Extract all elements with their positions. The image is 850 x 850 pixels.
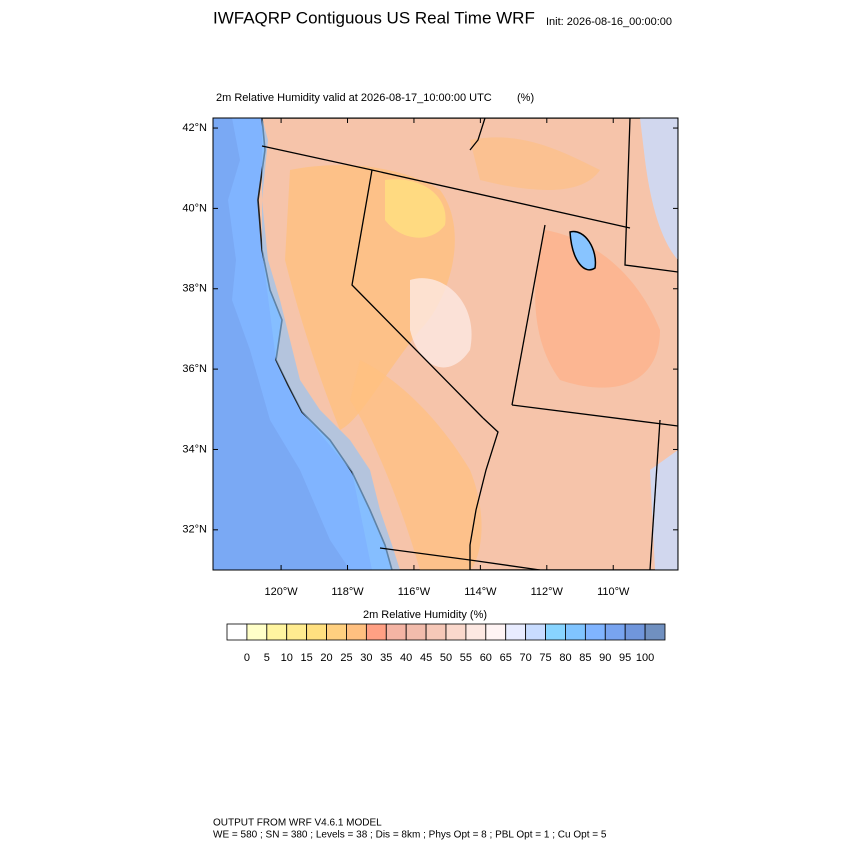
state-border — [351, 169, 484, 419]
colorbar-label: 80 — [559, 652, 571, 664]
lat-label: 32°N — [182, 524, 207, 536]
map-frame — [212, 117, 679, 571]
colorbar-label: 50 — [440, 652, 452, 664]
colorbar-label: 85 — [579, 652, 591, 664]
title: IWFAQRP Contiguous US Real Time WRF — [213, 8, 535, 27]
colorbar-label: 55 — [460, 652, 472, 664]
lon-label: 110°W — [597, 586, 630, 598]
lon-label: 114°W — [464, 586, 497, 598]
colorbar-box — [445, 623, 467, 641]
lat-label: 42°N — [182, 122, 207, 134]
colorbar-label: 30 — [360, 652, 372, 664]
colorbar-box — [365, 623, 387, 641]
colorbar-box — [266, 623, 288, 641]
colorbar-label: 45 — [420, 652, 432, 664]
lon-label: 118°W — [331, 586, 364, 598]
colorbar-box — [465, 623, 487, 641]
colorbar-label: 75 — [539, 652, 551, 664]
colorbar-label: 25 — [340, 652, 352, 664]
colorbar-box — [425, 623, 447, 641]
colorbar-box — [326, 623, 347, 641]
state-border — [649, 419, 661, 570]
colorbar-box — [306, 623, 327, 641]
dry-zone — [535, 230, 660, 388]
colorbar-box — [644, 623, 666, 641]
colorbar-label: 35 — [380, 652, 392, 664]
lat-label: 36°N — [182, 363, 207, 375]
colorbar-label: 90 — [599, 652, 611, 664]
state-border — [511, 404, 678, 427]
state-border — [511, 224, 546, 406]
colorbar-box — [405, 623, 427, 641]
colorbar-box — [385, 623, 407, 641]
colorbar-label: 95 — [619, 652, 631, 664]
moist-zone — [650, 450, 678, 570]
colorbar-box — [584, 623, 606, 641]
lon-label: 120°W — [265, 586, 299, 598]
footer-line: OUTPUT FROM WRF V4.6.1 MODEL — [213, 818, 382, 829]
colorbar-label: 15 — [301, 652, 313, 664]
colorbar-box — [286, 623, 308, 641]
offshore-zone — [213, 118, 350, 570]
units: (%) — [517, 92, 534, 104]
state-border — [469, 118, 486, 151]
moist-zone — [410, 278, 472, 368]
lat-label: 34°N — [182, 443, 207, 455]
colorbar-box — [346, 623, 367, 641]
colorbar-box — [604, 623, 626, 641]
colorbar-box — [246, 623, 268, 641]
colorbar-box — [485, 623, 507, 641]
lat-label: 38°N — [182, 283, 207, 295]
colorbar-label: 0 — [244, 652, 250, 664]
coastal-humid-zone — [262, 118, 400, 570]
national-border — [379, 547, 541, 570]
lon-label: 112°W — [531, 586, 564, 598]
lake — [569, 230, 597, 271]
lon-label: 116°W — [398, 586, 431, 598]
very-dry-zone — [385, 179, 446, 238]
moist-zone — [640, 118, 678, 260]
colorbar-box — [624, 623, 646, 641]
colorbar-label: 60 — [480, 652, 492, 664]
colorbar-label: 5 — [264, 652, 270, 664]
colorbar-label: 40 — [400, 652, 412, 664]
river-border — [469, 417, 499, 570]
colorbar-label: 70 — [520, 652, 532, 664]
colorbar-box — [525, 623, 546, 641]
footer-line: WE = 580 ; SN = 380 ; Levels = 38 ; Dis … — [213, 830, 607, 841]
colorbar-box — [505, 623, 527, 641]
init-time: Init: 2026-08-16_00:00:00 — [546, 16, 672, 28]
colorbar-label: 65 — [500, 652, 512, 664]
map — [213, 118, 678, 570]
colorbar-title: 2m Relative Humidity (%) — [363, 609, 487, 621]
subtitle: 2m Relative Humidity valid at 2026-08-17… — [216, 92, 492, 104]
colorbar-box — [565, 623, 586, 641]
colorbar-label: 20 — [320, 652, 332, 664]
dry-zone — [350, 360, 482, 570]
colorbar-box — [226, 623, 248, 641]
state-border — [624, 118, 678, 273]
lat-label: 40°N — [182, 202, 207, 214]
colorbar-label: 10 — [281, 652, 293, 664]
colorbar-box — [545, 623, 566, 641]
borders — [261, 118, 678, 570]
dry-zone — [470, 137, 600, 190]
colorbar-label: 100 — [636, 652, 654, 664]
